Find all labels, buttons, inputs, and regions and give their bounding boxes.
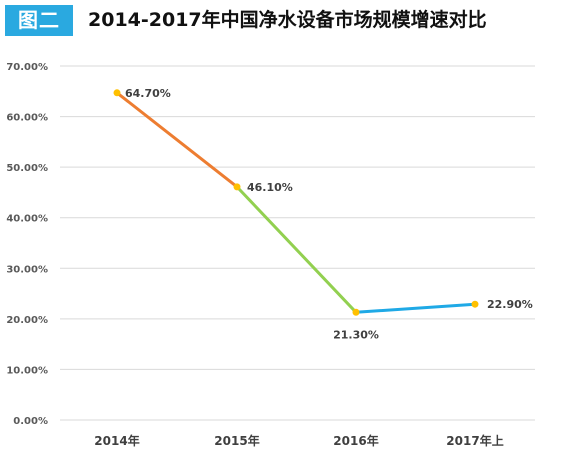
- data-label: 46.10%: [247, 181, 293, 194]
- x-tick-label: 2017年上: [446, 433, 503, 448]
- series-line-segment: [115, 91, 239, 189]
- data-label: 22.90%: [487, 298, 533, 311]
- y-tick-label: 50.00%: [6, 163, 48, 174]
- data-point-marker: [471, 300, 479, 308]
- data-label: 64.70%: [125, 87, 171, 100]
- y-tick-label: 0.00%: [13, 416, 48, 427]
- y-tick-label: 40.00%: [6, 214, 48, 225]
- y-tick-label: 60.00%: [6, 113, 48, 124]
- x-tick-label: 2014年: [94, 433, 139, 448]
- data-point-marker: [113, 89, 121, 97]
- y-tick-label: 30.00%: [6, 264, 48, 275]
- data-label: 21.30%: [333, 328, 379, 341]
- chart-header: 图二 2014-2017年中国净水设备市场规模增速对比: [0, 0, 568, 40]
- data-point-marker: [233, 183, 241, 191]
- data-point-marker: [352, 308, 360, 316]
- chart-title: 2014-2017年中国净水设备市场规模增速对比: [88, 9, 487, 31]
- y-tick-label: 10.00%: [6, 365, 48, 376]
- x-tick-label: 2015年: [214, 433, 259, 448]
- figure-badge: 图二: [5, 5, 73, 36]
- y-tick-label: 70.00%: [6, 62, 48, 73]
- x-tick-label: 2016年: [333, 433, 378, 448]
- series-line-segment: [354, 302, 477, 314]
- y-tick-label: 20.00%: [6, 315, 48, 326]
- series-line-segment: [235, 185, 358, 314]
